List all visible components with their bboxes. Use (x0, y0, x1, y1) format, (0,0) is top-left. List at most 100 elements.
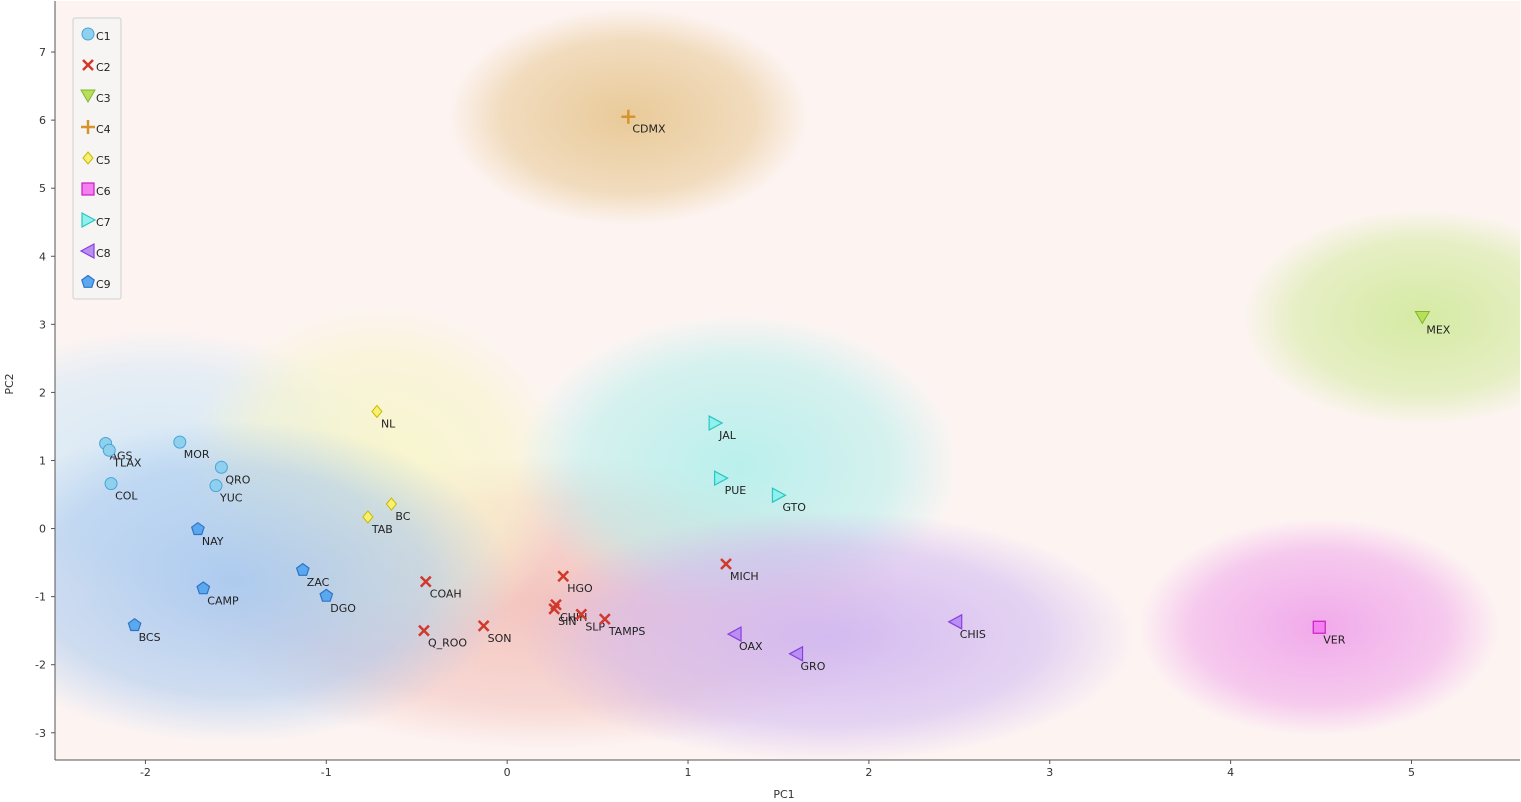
y-ticks: -3 -2 -1 0 1 2 3 4 5 6 7 (35, 46, 55, 740)
axes (54, 1, 1520, 761)
y-tick-label: -1 (35, 591, 46, 604)
legend-entry-label: C5 (96, 154, 111, 167)
data-point-c1 (173, 435, 187, 449)
point-label: GTO (782, 501, 806, 514)
y-tick-label: -3 (35, 727, 46, 740)
point-label: COL (115, 490, 138, 503)
point-label: YUC (219, 492, 243, 505)
data-point-c8 (726, 626, 742, 643)
legend-marker-c8 (79, 242, 95, 260)
point-label: TLAX (112, 456, 142, 469)
x-tick-label: 5 (1408, 766, 1415, 779)
data-point-c2 (598, 613, 611, 625)
point-label: HGO (567, 582, 593, 595)
cluster-region (521, 510, 1137, 760)
data-point-c9 (319, 588, 334, 602)
legend-entry-label: C9 (96, 278, 111, 291)
data-point-c7 (708, 415, 724, 432)
y-tick-label: 5 (39, 182, 46, 195)
legend-marker-c6 (81, 182, 95, 196)
y-tick-label: 3 (39, 318, 46, 331)
point-label: DGO (330, 602, 356, 615)
data-point-c2 (720, 558, 732, 570)
y-axis-title: PC2 (3, 373, 16, 394)
x-tick-label: -1 (321, 766, 332, 779)
data-point-c5 (371, 404, 383, 419)
data-point-c7 (713, 470, 729, 487)
legend-entry-label: C1 (96, 30, 111, 43)
y-tick-label: 6 (39, 114, 46, 127)
point-label: Q_ROO (428, 637, 467, 650)
data-point-c7 (771, 487, 787, 504)
x-axis-title: PC1 (773, 788, 794, 801)
data-point-c2 (575, 608, 588, 621)
cluster-regions (55, 7, 1520, 760)
point-label: ZAC (307, 576, 330, 589)
data-point-c8 (788, 645, 804, 662)
point-label: CHIS (960, 628, 986, 641)
data-point-c1 (209, 479, 223, 493)
x-tick-label: -2 (140, 766, 151, 779)
point-label: CDMX (632, 123, 666, 136)
x-tick-label: 0 (504, 766, 511, 779)
y-tick-label: 7 (39, 46, 46, 59)
point-label: MEX (1426, 324, 1450, 337)
legend-marker-c5 (82, 151, 94, 165)
legend-entry-label: C7 (96, 216, 111, 229)
point-label: VER (1323, 633, 1345, 646)
point-label: BCS (139, 631, 161, 644)
y-tick-label: 4 (39, 250, 46, 263)
legend-marker-c1 (81, 27, 95, 41)
x-tick-label: 1 (685, 766, 692, 779)
point-label: BC (395, 510, 410, 523)
legend-marker-c3 (80, 89, 96, 103)
x-tick-label: 3 (1046, 766, 1053, 779)
data-point-c9 (196, 581, 211, 595)
x-ticks: -2 -1 0 1 2 3 4 5 (140, 760, 1415, 779)
point-label: AGS (110, 449, 133, 462)
data-point-c6 (1312, 620, 1326, 634)
data-point-c2 (419, 575, 432, 588)
y-tick-label: 1 (39, 454, 46, 467)
data-point-c3 (1414, 311, 1431, 325)
data-point-c9 (295, 562, 310, 576)
data-point-c2 (548, 602, 561, 615)
point-label: PUE (725, 484, 747, 497)
data-point-c2 (557, 570, 570, 583)
data-point-c5 (385, 497, 398, 511)
legend-marker-c2 (82, 59, 94, 71)
point-label: CAMP (207, 594, 239, 607)
legend-marker-c9 (81, 274, 95, 288)
point-label: TAMPS (608, 625, 646, 638)
point-label: MOR (184, 448, 210, 461)
data-point-c5 (362, 510, 374, 524)
legend-marker-c7 (81, 211, 97, 229)
point-label: SON (488, 632, 512, 645)
y-tick-label: -2 (35, 659, 46, 672)
data-point-c9 (127, 617, 142, 632)
data-point-c8 (947, 613, 963, 630)
data-point-c4 (621, 109, 636, 124)
point-label: SIN (558, 615, 576, 628)
legend-marker-c4 (81, 120, 95, 134)
point-label: GRO (801, 660, 826, 673)
x-tick-label: 2 (865, 766, 872, 779)
data-point-c1 (104, 477, 118, 491)
data-point-c2 (477, 620, 490, 632)
legend-entry-label: C2 (96, 61, 111, 74)
point-label: TAB (371, 523, 393, 536)
y-tick-label: 0 (39, 523, 46, 536)
point-label: NAY (202, 535, 224, 548)
legend-entry-label: C6 (96, 185, 111, 198)
point-label: OAX (739, 640, 763, 653)
data-point-c1 (214, 460, 228, 474)
point-label: MICH (730, 570, 759, 583)
legend: C1 C2 C3 C4 C5 C6 C7 C8 C9 (72, 17, 122, 300)
data-point-c9 (190, 521, 205, 536)
legend-entry-label: C4 (96, 123, 111, 136)
data-point-c1 (102, 443, 116, 457)
cluster-region (1241, 208, 1520, 427)
legend-entry-label: C8 (96, 247, 111, 260)
